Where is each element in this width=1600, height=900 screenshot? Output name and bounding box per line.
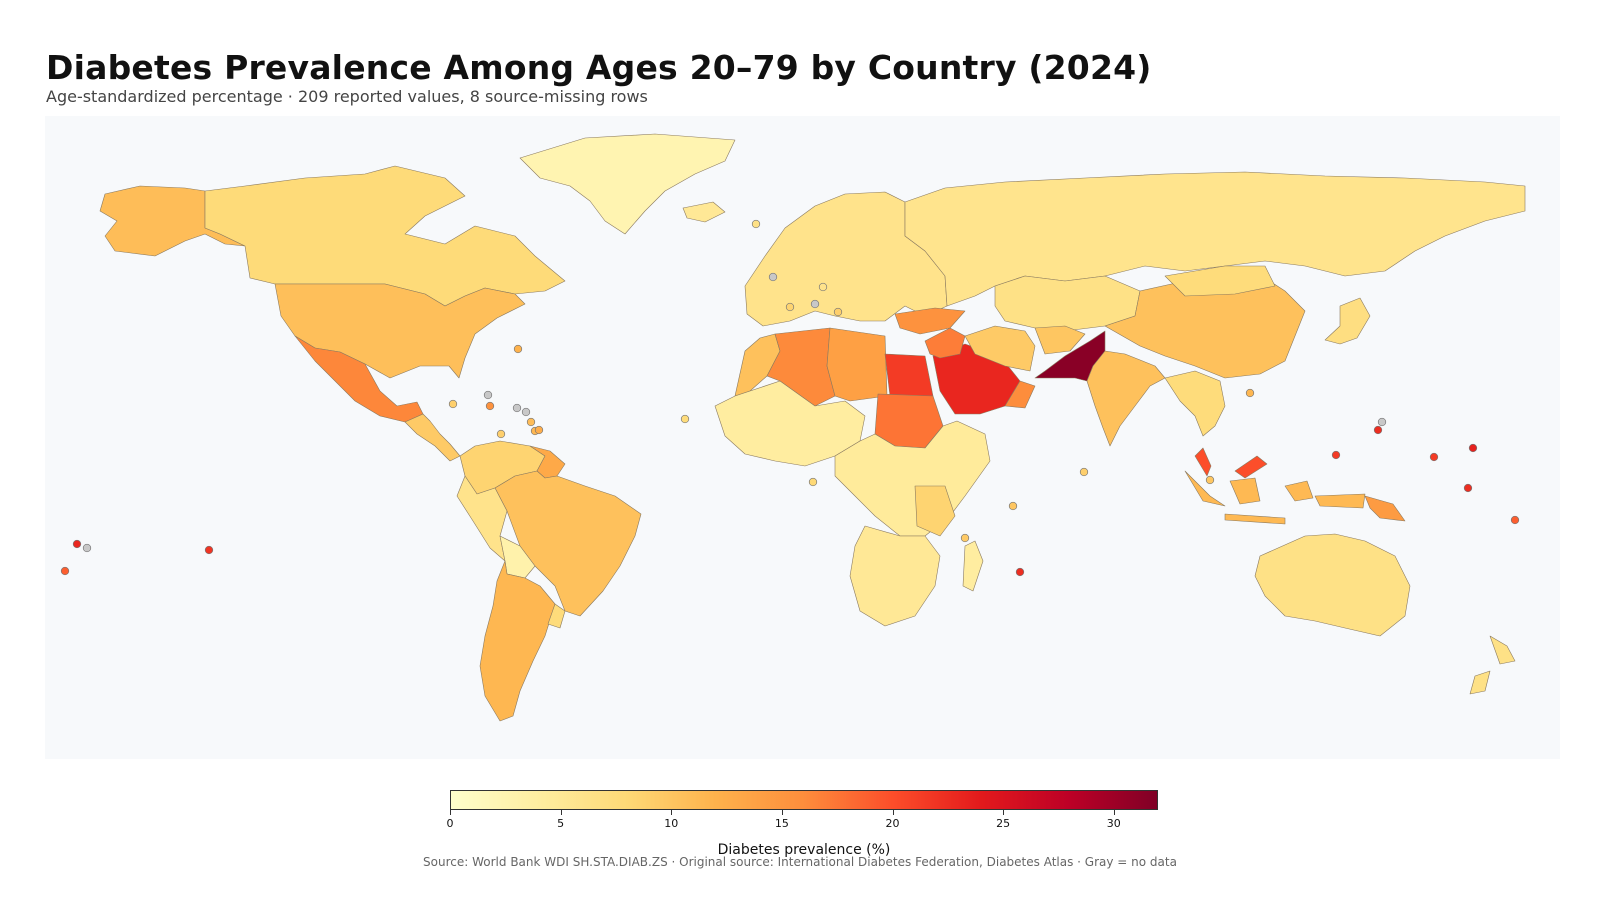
colorbar-tick	[892, 810, 894, 815]
colorbar-tick	[781, 810, 783, 815]
country-alaska	[99, 185, 246, 257]
island-marker-caribbean-island-b	[448, 399, 458, 409]
island-marker-malta	[833, 307, 843, 317]
colorbar-tick	[1113, 810, 1115, 815]
island-marker-nauru	[1429, 452, 1439, 462]
colorbar-tick-label: 30	[1106, 817, 1121, 830]
island-marker-marshall-islands	[1468, 443, 1478, 453]
island-marker-singapore	[1205, 475, 1215, 485]
country-greenland	[519, 133, 736, 235]
island-marker-micronesia	[1373, 425, 1383, 435]
country-central-america	[404, 413, 461, 462]
country-southeast-asia	[1164, 370, 1226, 437]
country-egypt	[884, 353, 934, 397]
island-marker-guam-region	[1377, 417, 1387, 427]
country-china	[1104, 275, 1306, 379]
page-subtitle: Age-standardized percentage · 209 report…	[46, 87, 648, 106]
island-marker-channel-island	[768, 272, 778, 282]
island-marker-comoros	[960, 533, 970, 543]
country-japan-korea	[1324, 297, 1371, 345]
island-marker-samoa-region	[72, 539, 82, 549]
island-marker-palau	[1331, 450, 1341, 460]
world-map	[45, 116, 1560, 759]
country-new-zealand	[1469, 635, 1516, 695]
colorbar-tick-label: 25	[996, 817, 1011, 830]
colorbar-tick-label: 0	[446, 817, 454, 830]
country-mexico	[294, 335, 424, 423]
island-marker-caribbean-island-i	[496, 429, 506, 439]
island-marker-faroe-islands	[751, 219, 761, 229]
country-afghanistan	[1034, 325, 1086, 355]
page-title: Diabetes Prevalence Among Ages 20–79 by …	[46, 48, 1152, 87]
island-marker-monaco	[810, 299, 820, 309]
country-uruguay	[547, 603, 566, 629]
island-marker-andorra	[785, 302, 795, 312]
island-marker-hawaii-region	[204, 545, 214, 555]
colorbar-tick-label: 10	[664, 817, 679, 830]
country-papua-new-guinea	[1364, 495, 1406, 522]
country-iceland	[682, 201, 726, 223]
island-marker-caribbean-island-h	[534, 425, 544, 435]
island-marker-pacific-island	[82, 543, 92, 553]
country-malaysia	[1194, 447, 1268, 479]
island-marker-bermuda	[513, 344, 523, 354]
colorbar-tick	[1003, 810, 1005, 815]
island-marker-sao-tome	[808, 477, 818, 487]
island-marker-mauritius	[1015, 567, 1025, 577]
colorbar-tick-label: 5	[557, 817, 565, 830]
colorbar-tick	[560, 810, 562, 815]
country-russia	[904, 171, 1526, 307]
island-marker-caribbean-island-a	[483, 390, 493, 400]
country-australia	[1254, 533, 1411, 637]
island-marker-maldives	[1079, 467, 1089, 477]
country-argentina-chile	[479, 560, 556, 722]
country-mongolia	[1164, 265, 1276, 297]
colorbar-gradient	[450, 790, 1158, 810]
island-marker-tonga	[60, 566, 70, 576]
country-iraq-syria	[924, 327, 966, 359]
country-madagascar	[962, 540, 984, 592]
country-canada	[204, 165, 566, 307]
island-marker-tuvalu	[1510, 515, 1520, 525]
country-united-states	[274, 283, 526, 379]
country-libya	[826, 327, 888, 402]
country-iran	[964, 325, 1036, 372]
island-marker-seychelles	[1008, 501, 1018, 511]
colorbar-tick-label: 20	[885, 817, 900, 830]
country-india	[1086, 350, 1166, 447]
island-marker-kiribati	[1463, 483, 1473, 493]
country-oman	[1004, 380, 1036, 409]
island-marker-brunei	[1245, 388, 1255, 398]
colorbar-tick-label: 15	[774, 817, 789, 830]
island-marker-cabo-verde	[680, 414, 690, 424]
colorbar-label: Diabetes prevalence (%)	[717, 842, 891, 858]
island-marker-caribbean-island-c	[485, 401, 495, 411]
island-marker-caribbean-island-e	[521, 407, 531, 417]
country-southern-africa	[849, 525, 941, 627]
country-indonesia	[1184, 470, 1366, 525]
source-note: Source: World Bank WDI SH.STA.DIAB.ZS · …	[423, 855, 1177, 869]
map-canvas	[60, 133, 1526, 722]
island-marker-liechtenstein	[818, 282, 828, 292]
island-marker-caribbean-island-f	[526, 417, 536, 427]
island-marker-caribbean-island-d	[512, 403, 522, 413]
colorbar-tick	[450, 810, 451, 815]
colorbar-tick	[671, 810, 673, 815]
country-tanzania-kenya	[914, 485, 956, 537]
